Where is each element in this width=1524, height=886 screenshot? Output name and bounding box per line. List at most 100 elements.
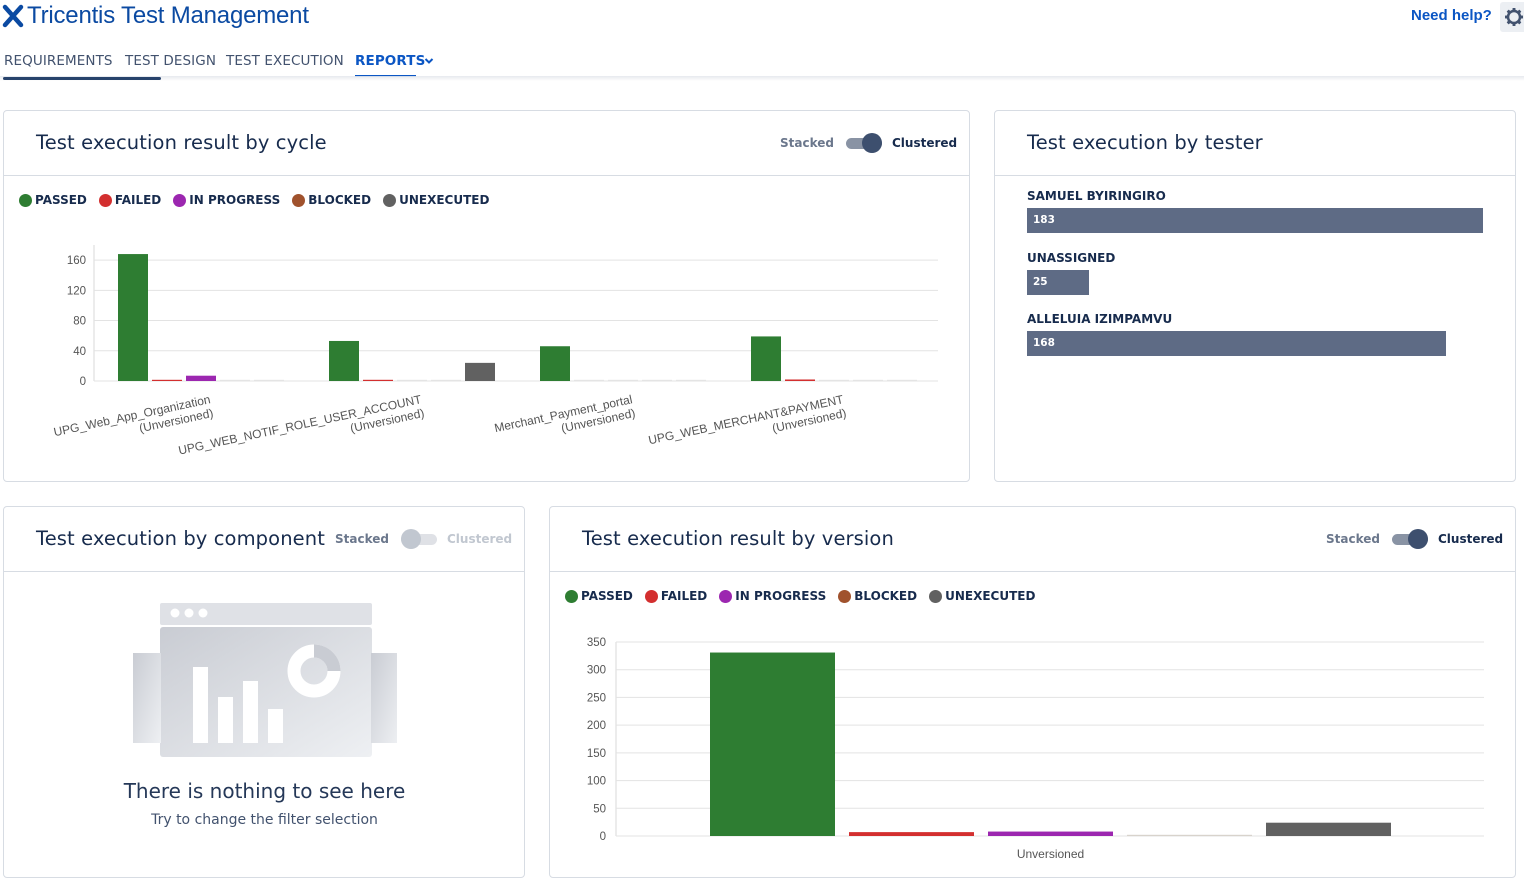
tester-bar[interactable]: 25 <box>1027 269 1089 295</box>
failed-dot <box>644 589 658 603</box>
empty-state-title: There is nothing to see here <box>123 779 406 803</box>
gear-icon <box>1505 8 1523 26</box>
bar-failed <box>785 379 815 381</box>
bar-in-progress <box>988 831 1113 836</box>
tester-row: UNASSIGNED 25 <box>1027 251 1115 295</box>
tab-test-design[interactable]: TEST DESIGN <box>125 53 217 69</box>
panel-header: Test execution by component Stacked Clus… <box>4 507 524 572</box>
y-tick-label: 0 <box>80 376 86 388</box>
bar-unexecuted <box>254 379 284 381</box>
bar-failed <box>849 832 974 836</box>
legend-failed[interactable]: FAILED <box>98 193 162 207</box>
x-tick-label: Merchant_Payment_portal(Unversioned) <box>493 392 636 435</box>
stacked-label: Stacked <box>335 532 389 546</box>
legend-blocked[interactable]: BLOCKED <box>838 589 917 603</box>
stacked-label: Stacked <box>1326 532 1380 546</box>
bar-blocked <box>220 379 250 381</box>
legend-label: FAILED <box>114 193 162 207</box>
legend-unexecuted[interactable]: UNEXECUTED <box>383 193 489 207</box>
panel-header: Test execution result by version Stacked… <box>550 507 1515 572</box>
failed-dot <box>98 193 112 207</box>
panel-title: Test execution by tester <box>1027 131 1263 154</box>
tester-count: 25 <box>1033 275 1048 288</box>
legend-passed[interactable]: PASSED <box>565 589 633 603</box>
tester-name: UNASSIGNED <box>1027 250 1116 265</box>
view-mode-switch[interactable] <box>400 529 437 549</box>
legend-failed[interactable]: FAILED <box>644 589 707 603</box>
app-title: Tricentis Test Management <box>27 2 309 29</box>
tab-reports[interactable]: REPORTS <box>355 53 426 69</box>
y-tick-label: 120 <box>67 285 86 297</box>
app-logo[interactable]: Tricentis Test Management <box>2 2 309 30</box>
component-chart-panel: Test execution by component Stacked Clus… <box>3 506 525 878</box>
blocked-dot <box>292 193 306 207</box>
tester-row: ALLELUIA IZIMPAMVU 168 <box>1027 312 1446 356</box>
y-tick-label: 250 <box>587 692 606 704</box>
bar-in-progress <box>186 375 216 381</box>
legend-label: IN PROGRESS <box>735 589 827 603</box>
legend-blocked[interactable]: BLOCKED <box>292 193 371 207</box>
clustered-label: Clustered <box>1437 532 1504 546</box>
stacked-clustered-toggle: Stacked Clustered <box>335 529 513 549</box>
bar-blocked <box>642 379 672 381</box>
tester-bar[interactable]: 168 <box>1027 331 1446 356</box>
tab-test-execution[interactable]: TEST EXECUTION <box>226 53 344 69</box>
legend-label: BLOCKED <box>308 193 372 207</box>
tester-name: SAMUEL BYIRINGIRO <box>1027 189 1166 203</box>
bar-passed <box>751 336 781 381</box>
y-tick-label: 100 <box>587 776 606 788</box>
y-tick-label: 40 <box>73 346 86 358</box>
cycle-bar-chart: 04080120160UPG_Web_App_Organization(Unve… <box>52 245 938 458</box>
bar-unexecuted <box>676 379 706 381</box>
legend-label: PASSED <box>581 589 633 603</box>
legend-in-progress[interactable]: IN PROGRESS <box>719 589 826 603</box>
chart-legend: PASSED FAILED IN PROGRESS BLOCKED UNEXEC… <box>565 589 1047 603</box>
y-tick-label: 160 <box>67 255 86 267</box>
chevron-down-icon[interactable] <box>424 57 434 65</box>
view-mode-switch[interactable] <box>845 133 882 153</box>
legend-label: IN PROGRESS <box>189 193 281 207</box>
tab-requirements[interactable]: REQUIREMENTS <box>4 53 113 69</box>
version-bar-chart: 0 50 100 150 200 250 300 350 Unversioned <box>587 637 1484 861</box>
unexecuted-dot <box>929 589 943 603</box>
panel-title: Test execution result by version <box>582 527 894 550</box>
legend-label: UNEXECUTED <box>399 193 490 207</box>
bar-failed <box>152 379 182 381</box>
stacked-clustered-toggle: Stacked Clustered <box>780 133 958 153</box>
clustered-label: Clustered <box>891 136 958 150</box>
panel-header: Test execution result by cycle Stacked C… <box>4 111 969 176</box>
stacked-clustered-toggle: Stacked Clustered <box>1326 529 1504 549</box>
legend-label: PASSED <box>35 193 87 207</box>
tester-row: SAMUEL BYIRINGIRO 183 <box>1027 189 1483 233</box>
legend-in-progress[interactable]: IN PROGRESS <box>173 193 280 207</box>
y-tick-label: 0 <box>600 831 606 843</box>
legend-passed[interactable]: PASSED <box>19 193 87 207</box>
bar-unexecuted <box>465 362 495 381</box>
legend-unexecuted[interactable]: UNEXECUTED <box>929 589 1035 603</box>
bar-in-progress <box>819 379 849 381</box>
version-chart-panel: Test execution result by version Stacked… <box>549 506 1516 878</box>
panel-title: Test execution result by cycle <box>36 131 327 154</box>
tester-count: 168 <box>1033 337 1055 349</box>
in-progress-dot <box>173 193 187 207</box>
bar-unexecuted <box>1266 822 1391 836</box>
settings-button[interactable] <box>1500 2 1524 32</box>
tester-bar[interactable]: 183 <box>1027 208 1483 233</box>
clustered-label: Clustered <box>446 532 513 546</box>
horizontal-scrollbar[interactable] <box>3 77 161 80</box>
blocked-dot <box>838 589 852 603</box>
empty-chart-illustration-icon <box>133 603 397 757</box>
x-tick-label: UPG_WEB_MERCHANT&PAYMENT(Unversioned) <box>647 392 847 447</box>
in-progress-dot <box>719 589 733 603</box>
tester-chart-panel: Test execution by tester SAMUEL BYIRINGI… <box>994 110 1516 482</box>
x-tick-label: UPG_WEB_NOTIF_ROLE_USER_ACCOUNT(Unversio… <box>177 392 425 457</box>
bar-in-progress <box>397 379 427 381</box>
legend-label: BLOCKED <box>854 589 918 603</box>
view-mode-switch[interactable] <box>1391 529 1428 549</box>
tester-count: 183 <box>1033 214 1055 226</box>
bar-passed <box>710 652 835 836</box>
cycle-chart-panel: Test execution result by cycle Stacked C… <box>3 110 970 482</box>
y-tick-label: 150 <box>587 748 606 760</box>
need-help-link[interactable]: Need help? <box>1411 7 1492 24</box>
top-bar: Tricentis Test Management Need help? <box>0 0 1524 34</box>
